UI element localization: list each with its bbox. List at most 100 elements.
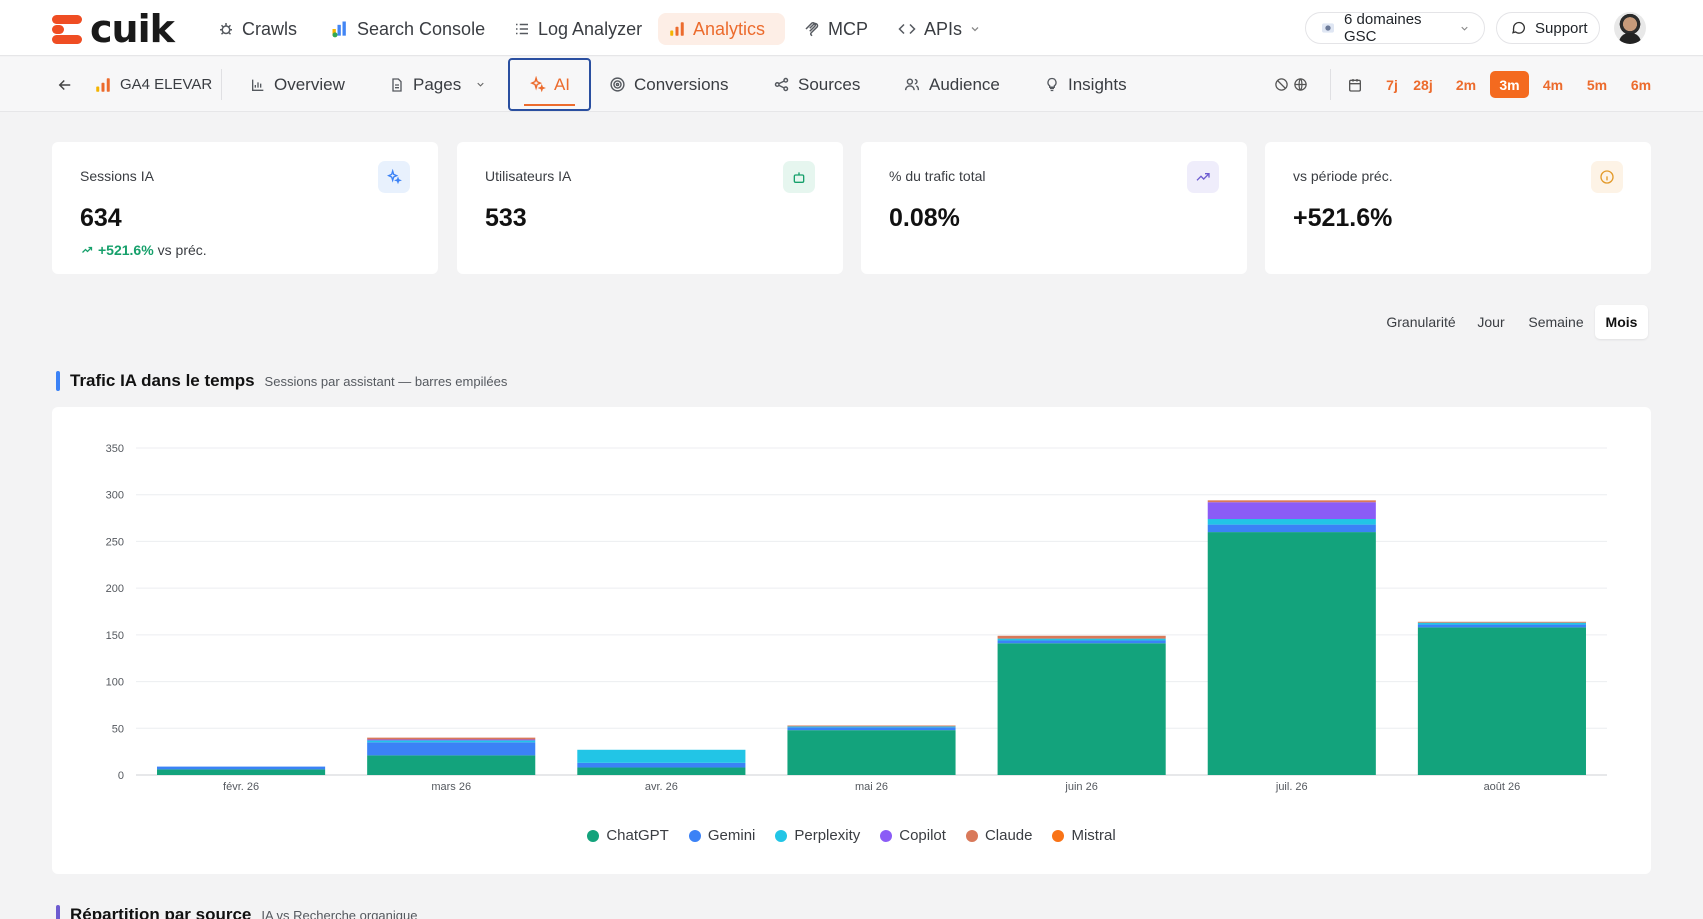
bar-segment-copilot: [1207, 502, 1376, 520]
range-6m[interactable]: 6m: [1630, 76, 1652, 93]
kpi-label: vs période préc.: [1293, 168, 1393, 184]
section-title: Répartition par source: [70, 905, 252, 919]
support-button[interactable]: Support: [1496, 12, 1600, 44]
x-tick-label: juin 26: [1064, 781, 1097, 793]
legend-item[interactable]: Perplexity: [775, 827, 860, 844]
chevron-down-icon: [475, 79, 486, 90]
domains-selector[interactable]: 6 domaines GSC: [1305, 11, 1485, 45]
nav-item-label: Log Analyzer: [538, 18, 643, 39]
range-5m[interactable]: 5m: [1586, 76, 1608, 93]
bar-segment-gemini: [367, 742, 536, 756]
code-icon: [897, 20, 917, 38]
arrow-left-icon: [56, 76, 74, 94]
nav-item-label: Search Console: [357, 18, 486, 39]
x-tick-label: févr. 26: [223, 781, 259, 793]
avatar[interactable]: [1614, 12, 1646, 44]
nav-item-label: APIs: [924, 18, 963, 39]
nav-item-search-console[interactable]: Search Console: [320, 13, 495, 45]
bar-segment-claude: [997, 635, 1166, 639]
bar-segment-chatgpt: [367, 755, 536, 775]
support-label: Support: [1535, 19, 1588, 37]
bar-segment-claude: [787, 725, 956, 727]
kpi-label: Sessions IA: [80, 168, 154, 184]
kpi-value: 533: [485, 204, 527, 232]
range-2m[interactable]: 2m: [1455, 76, 1477, 93]
tab-audience[interactable]: Audience: [903, 57, 1000, 112]
bug-icon: [217, 20, 235, 38]
legend-dot: [965, 829, 978, 842]
bar-segment-gemini: [1207, 524, 1376, 533]
kpi-delta-value: +521.6%: [98, 242, 154, 258]
nav-item-apis[interactable]: APIs: [887, 13, 991, 45]
kpi-label: Utilisateurs IA: [485, 168, 572, 184]
y-tick-label: 350: [106, 443, 124, 455]
tab-overview[interactable]: Overview: [250, 57, 345, 112]
nav-item-label: MCP: [828, 18, 868, 39]
granularity-mois[interactable]: Mois: [1595, 305, 1648, 339]
nav-item-label: Analytics: [693, 18, 766, 39]
bar-segment-perplexity: [1207, 519, 1376, 525]
legend-dot: [587, 829, 600, 842]
granularity-label: Granularité: [1386, 314, 1456, 330]
legend-item[interactable]: Copilot: [880, 827, 946, 844]
bar-segment-chatgpt: [1207, 532, 1376, 775]
logo[interactable]: cuik: [52, 10, 175, 48]
range-28j[interactable]: 28j: [1413, 76, 1433, 93]
range-4m[interactable]: 4m: [1542, 76, 1564, 93]
trend-up-icon: [80, 244, 94, 256]
y-tick-label: 250: [106, 536, 124, 548]
section-accent: [56, 905, 60, 919]
range-7j[interactable]: 7j: [1386, 76, 1398, 93]
target-icon: [609, 76, 626, 93]
tab-label: Overview: [274, 74, 345, 94]
tab-pages[interactable]: Pages: [389, 57, 486, 112]
trend-up-icon: [1187, 161, 1219, 193]
calendar-button[interactable]: [1347, 57, 1363, 112]
range-3m[interactable]: 3m: [1490, 71, 1529, 98]
globe-icon: [1293, 77, 1308, 92]
sparkle-icon: [529, 76, 546, 93]
kpi-value: 634: [80, 204, 122, 232]
legend-item[interactable]: Gemini: [688, 827, 755, 844]
nav-item-mcp[interactable]: MCP: [793, 13, 878, 45]
legend-item[interactable]: ChatGPT: [587, 827, 669, 844]
nav-item-log-analyzer[interactable]: Log Analyzer: [503, 13, 652, 45]
nav-item-analytics[interactable]: Analytics: [658, 13, 785, 45]
users-icon: [903, 76, 921, 93]
logo-mark: [52, 13, 86, 45]
tab-sources[interactable]: Sources: [773, 57, 860, 112]
legend-item[interactable]: Claude: [965, 827, 1033, 844]
property-selector[interactable]: GA4 ELEVAR: [94, 57, 212, 112]
x-tick-label: mars 26: [431, 781, 471, 793]
legend-dot: [880, 829, 893, 842]
bar-segment-perplexity: [367, 740, 536, 743]
mcp-icon: [803, 20, 821, 38]
x-tick-label: juil. 26: [1275, 781, 1308, 793]
granularity-semaine[interactable]: Semaine: [1528, 314, 1584, 330]
bar-chart-outline-icon: [250, 77, 266, 93]
document-icon: [389, 77, 405, 93]
divider: [1330, 69, 1331, 100]
filter-toggle[interactable]: [1274, 57, 1308, 112]
section-title: Trafic IA dans le temps: [70, 371, 255, 390]
nav-item-crawls[interactable]: Crawls: [207, 13, 307, 45]
tab-label: Conversions: [634, 74, 729, 94]
tab-conversions[interactable]: Conversions: [609, 57, 729, 112]
granularity-jour[interactable]: Jour: [1477, 314, 1505, 330]
bar-segment-gemini: [1417, 624, 1586, 628]
tab-label: AI: [553, 74, 571, 94]
bar-segment-claude: [367, 737, 536, 740]
back-button[interactable]: [56, 57, 74, 112]
legend-label: ChatGPT: [606, 827, 669, 844]
tab-insights[interactable]: Insights: [1044, 57, 1127, 112]
tab-ai[interactable]: AI: [508, 58, 591, 111]
legend-label: Copilot: [899, 827, 946, 844]
kpi-card-previous-period: vs période préc. +521.6%: [1265, 142, 1651, 274]
legend-item[interactable]: Mistral: [1052, 827, 1116, 844]
x-tick-label: mai 26: [855, 781, 888, 793]
legend-label: Claude: [984, 827, 1033, 844]
calendar-icon: [1347, 77, 1363, 93]
nav-item-label: Crawls: [242, 18, 298, 39]
kpi-value: +521.6%: [1293, 204, 1393, 232]
chart-legend: ChatGPT Gemini Perplexity Copilot Claude Mist…: [52, 827, 1651, 844]
